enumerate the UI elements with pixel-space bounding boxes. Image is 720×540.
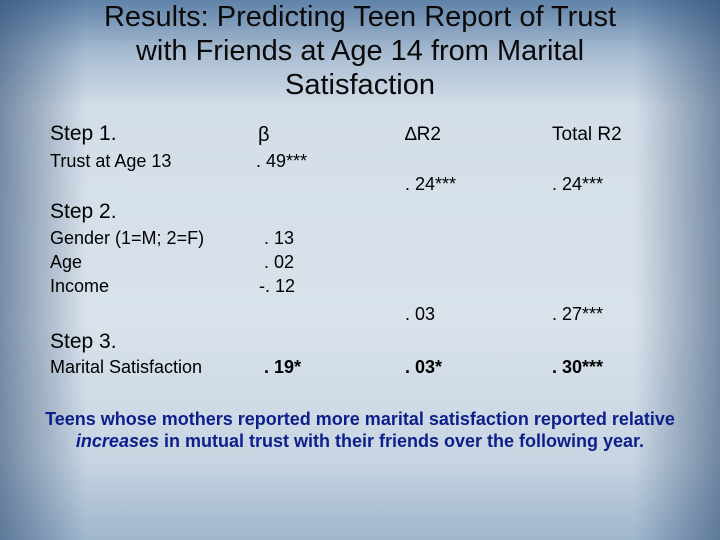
conclusion-part-1: Teens whose mothers reported more marita… (45, 409, 675, 429)
step-2-heading: Step 2. (50, 200, 117, 223)
step-3-total-r2: . 30*** (552, 357, 604, 377)
step-2-beta: . 02 (264, 252, 295, 272)
delta-r2-header: ∆R2 (405, 124, 441, 145)
title-line-2: with Friends at Age 14 from Marital (135, 35, 585, 67)
step-1-beta: . 49*** (256, 151, 308, 171)
slide-title: Results: Predicting Teen Report of Trust… (0, 0, 720, 102)
step-2-delta-r2: . 03 (405, 304, 436, 324)
step-2-beta: -. 12 (259, 276, 296, 296)
step-2-predictor-label: Gender (1=M; 2=F) (50, 228, 205, 248)
step-2-predictor-label: Age (50, 252, 83, 272)
title-line-1: Results: Predicting Teen Report of Trust (103, 1, 617, 33)
step-1-delta-r2: . 24*** (405, 174, 457, 194)
total-r2-header: Total R2 (552, 124, 622, 145)
conclusion-text: Teens whose mothers reported more marita… (40, 408, 680, 452)
step-3-heading: Step 3. (50, 330, 117, 353)
conclusion-part-2: in mutual trust with their friends over … (159, 431, 645, 451)
title-line-3: Satisfaction (285, 69, 435, 101)
step-1-heading: Step 1. (50, 122, 117, 145)
step-2-predictor-label: Income (50, 276, 110, 296)
beta-header: β (258, 124, 270, 146)
conclusion-emphasis: increases (75, 431, 159, 451)
step-1-predictor-label: Trust at Age 13 (50, 151, 172, 171)
step-2-total-r2: . 27*** (552, 304, 604, 324)
step-1-total-r2: . 24*** (552, 174, 604, 194)
step-3-beta: . 19* (264, 357, 302, 377)
step-3-predictor-label: Marital Satisfaction (50, 357, 203, 377)
step-3-delta-r2: . 03* (405, 357, 443, 377)
step-2-beta: . 13 (264, 228, 295, 248)
